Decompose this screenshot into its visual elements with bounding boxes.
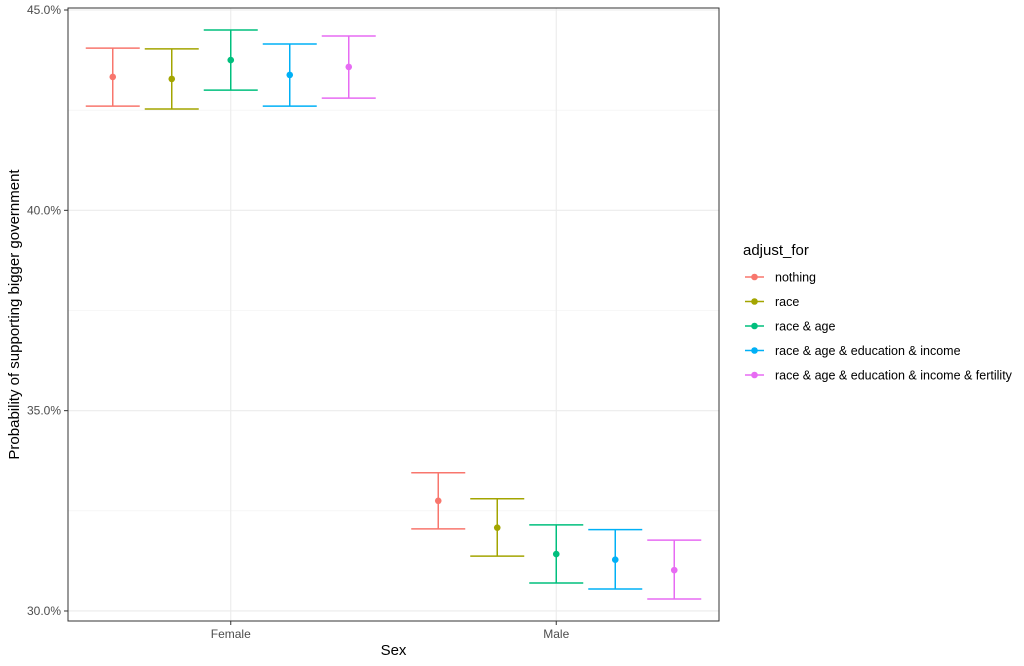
estimate-point	[227, 56, 235, 64]
estimate-point	[434, 497, 442, 505]
estimate-point	[552, 550, 560, 558]
legend-item: race	[745, 295, 799, 309]
estimate-point	[109, 73, 117, 81]
legend: adjust_for nothing race race & age race & a…	[743, 242, 1013, 383]
axes: 30.0% 35.0% 40.0% 45.0% Female Male	[27, 3, 570, 641]
error-bar-0-0	[85, 47, 140, 107]
y-tick-label: 40.0%	[27, 203, 61, 217]
legend-key-point	[751, 298, 758, 305]
legend-key-point	[751, 371, 758, 379]
legend-key-point	[751, 273, 758, 281]
x-tick-label: Male	[543, 627, 569, 641]
y-tick-label: 35.0%	[27, 404, 61, 418]
legend-label: nothing	[775, 271, 816, 285]
legend-label: race	[775, 295, 799, 309]
legend-item: race & age	[745, 320, 836, 334]
estimate-point	[611, 556, 619, 563]
legend-item: race & age & education & income & fertil…	[745, 369, 1013, 383]
estimate-point	[670, 566, 678, 574]
y-axis-title: Probability of supporting bigger governm…	[6, 169, 23, 460]
x-tick-label: Female	[211, 627, 251, 641]
estimate-point	[168, 75, 176, 83]
error-bar-0-1	[411, 472, 466, 530]
error-bar-2-1	[529, 524, 584, 584]
legend-key-point	[751, 322, 758, 330]
error-bar-1-0	[144, 48, 199, 110]
legend-item: race & age & education & income	[745, 344, 961, 358]
error-bar-4-1	[647, 539, 702, 600]
error-bar-4-0	[321, 35, 376, 99]
estimate-point	[345, 63, 353, 71]
y-tick-label: 45.0%	[27, 3, 61, 17]
error-bar-marks	[85, 29, 702, 600]
legend-label: race & age	[775, 320, 836, 334]
grid-lines	[68, 8, 719, 621]
legend-key-point	[751, 347, 758, 354]
estimate-point	[286, 71, 294, 79]
y-tick-label: 30.0%	[27, 604, 61, 618]
legend-title: adjust_for	[743, 242, 809, 259]
legend-item: nothing	[745, 271, 816, 285]
estimate-point	[493, 524, 501, 531]
legend-label: race & age & education & income & fertil…	[775, 369, 1013, 383]
error-bar-3-0	[262, 43, 317, 107]
error-bar-2-0	[203, 29, 258, 91]
error-bar-3-1	[588, 528, 643, 590]
error-bar-1-1	[470, 498, 525, 557]
legend-label: race & age & education & income	[775, 344, 961, 358]
x-axis-title: Sex	[381, 642, 407, 659]
plot-panel-border	[67, 7, 720, 622]
